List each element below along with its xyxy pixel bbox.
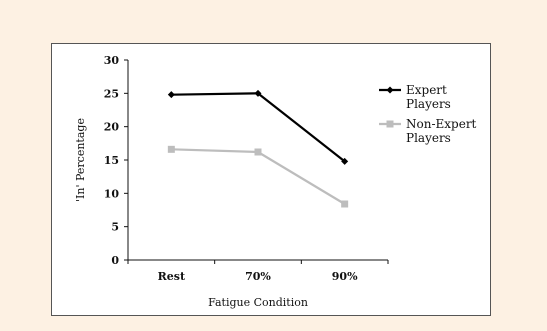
y-ticks: 0 5 10 15 20 25 30: [104, 54, 128, 267]
data-point-non-expert: [341, 200, 349, 208]
x-tick-label: 90%: [332, 270, 358, 283]
series-line-non-expert: [171, 148, 346, 205]
x-tick-label: 70%: [245, 270, 271, 283]
y-tick-label: 20: [104, 121, 120, 134]
x-tick-label: Rest: [158, 270, 186, 283]
x-axis-title: Fatigue Condition: [208, 296, 308, 309]
y-tick-label: 0: [111, 254, 119, 267]
legend: Expert Players Non-Expert Players: [379, 83, 477, 145]
chart-frame: 0 5 10 15 20 25 30 Rest 70% 90% Expert Players Non…: [51, 43, 491, 316]
legend-marker: [386, 86, 394, 94]
line-chart: 0 5 10 15 20 25 30 Rest 70% 90% Expert Players Non…: [74, 54, 477, 309]
data-point-expert: [254, 89, 262, 97]
data-point-expert: [341, 157, 349, 165]
y-tick-label: 5: [111, 221, 119, 234]
y-tick-label: 15: [104, 154, 119, 167]
x-ticks: Rest 70% 90%: [127, 260, 389, 283]
y-tick-label: 10: [104, 187, 120, 200]
y-tick-label: 30: [104, 54, 120, 67]
legend-label: Non-Expert Players: [406, 117, 477, 145]
data-point-non-expert: [167, 145, 175, 153]
legend-marker: [386, 120, 394, 128]
data-point-expert: [167, 91, 175, 99]
legend-label: Expert Players: [406, 83, 451, 111]
series-layer: [167, 89, 349, 208]
y-axis-title: 'In' Percentage: [74, 118, 87, 202]
y-tick-label: 25: [104, 87, 119, 100]
data-point-non-expert: [254, 148, 262, 156]
